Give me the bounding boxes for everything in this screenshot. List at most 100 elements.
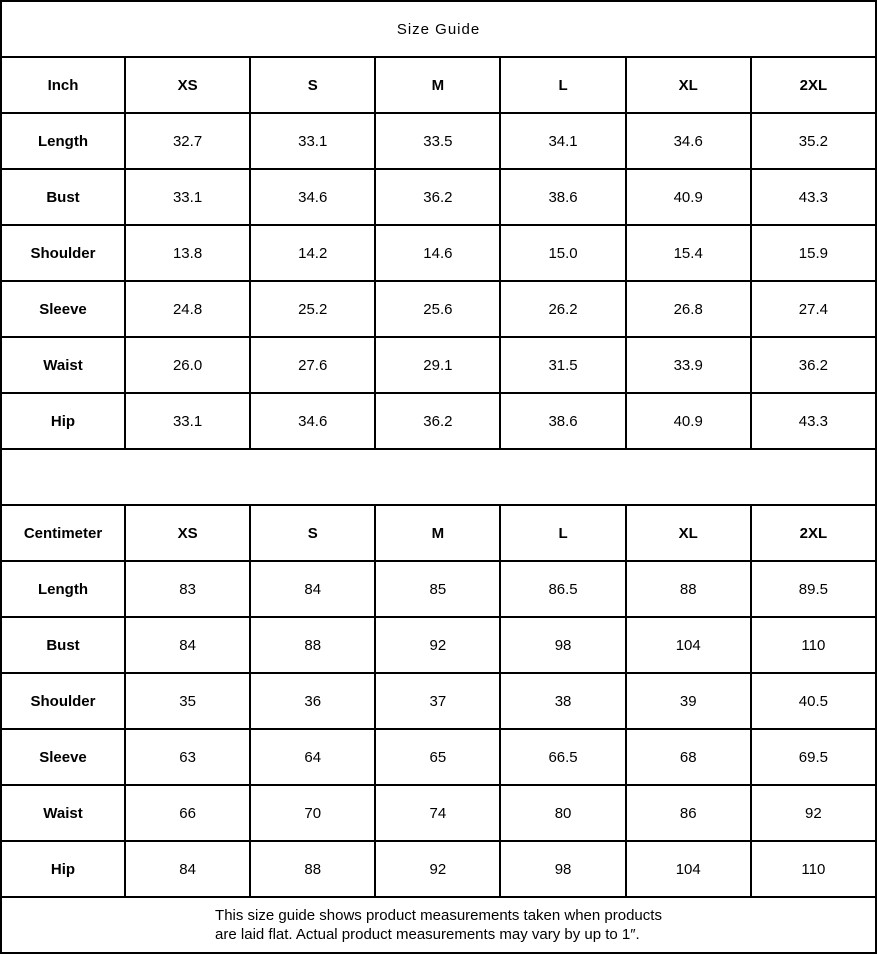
measurement-row: Hip 33.1 34.6 36.2 38.6 40.9 43.3 [0,392,877,450]
measurement-row: Bust 84 88 92 98 104 110 [0,616,877,674]
measurement-value: 38 [499,672,627,730]
measurement-value: 64 [249,728,377,786]
measurement-value: 88 [249,616,377,674]
measurement-label: Length [0,560,126,618]
measurement-value: 26.2 [499,280,627,338]
measurement-value: 38.6 [499,168,627,226]
measurement-label: Length [0,112,126,170]
measurement-value: 43.3 [749,168,877,226]
measurement-value: 26.0 [123,336,252,394]
measurement-value: 66.5 [499,728,627,786]
spacer-cell [0,448,877,506]
footer-row: This size guide shows product measuremen… [0,896,877,954]
measurement-value: 84 [249,560,377,618]
measurement-value: 27.4 [749,280,877,338]
footer-note-line-2: are laid flat. Actual product measuremen… [215,926,640,943]
footer-note-line-1: This size guide shows product measuremen… [215,907,662,924]
measurement-label: Hip [0,392,126,450]
title-row: Size Guide [0,0,877,58]
measurement-row: Waist 66 70 74 80 86 92 [0,784,877,842]
size-header-row: Inch XS S M L XL 2XL [0,56,877,114]
measurement-row: Sleeve 24.8 25.2 25.6 26.2 26.8 27.4 [0,280,877,338]
size-column-header: 2XL [749,56,877,114]
measurement-value: 34.6 [249,168,377,226]
measurement-value: 37 [374,672,502,730]
measurement-value: 31.5 [499,336,627,394]
measurement-label: Shoulder [0,672,126,730]
measurement-value: 14.2 [249,224,377,282]
measurement-value: 110 [749,840,877,898]
measurement-row: Sleeve 63 64 65 66.5 68 69.5 [0,728,877,786]
measurement-value: 86.5 [499,560,627,618]
measurement-value: 35.2 [749,112,877,170]
measurement-value: 86 [624,784,752,842]
measurement-value: 34.6 [249,392,377,450]
size-column-header: XS [123,504,252,562]
measurement-label: Sleeve [0,280,126,338]
measurement-value: 36.2 [749,336,877,394]
measurement-value: 36 [249,672,377,730]
measurement-value: 40.9 [624,392,752,450]
measurement-value: 83 [123,560,252,618]
measurement-value: 13.8 [123,224,252,282]
measurement-value: 92 [749,784,877,842]
measurement-value: 33.1 [123,168,252,226]
measurement-value: 36.2 [374,392,502,450]
measurement-row: Waist 26.0 27.6 29.1 31.5 33.9 36.2 [0,336,877,394]
measurement-value: 14.6 [374,224,502,282]
footer-note-cell: This size guide shows product measuremen… [0,896,877,954]
measurement-value: 32.7 [123,112,252,170]
measurement-row: Length 32.7 33.1 33.5 34.1 34.6 35.2 [0,112,877,170]
size-header-row: Centimeter XS S M L XL 2XL [0,504,877,562]
size-column-header: M [374,56,502,114]
measurement-value: 36.2 [374,168,502,226]
size-column-header: M [374,504,502,562]
measurement-label: Bust [0,168,126,226]
measurement-value: 25.2 [249,280,377,338]
measurement-value: 35 [123,672,252,730]
measurement-label: Waist [0,784,126,842]
measurement-value: 15.4 [624,224,752,282]
measurement-value: 40.5 [749,672,877,730]
measurement-row: Bust 33.1 34.6 36.2 38.6 40.9 43.3 [0,168,877,226]
measurement-value: 15.0 [499,224,627,282]
measurement-value: 34.6 [624,112,752,170]
size-column-header: L [499,56,627,114]
measurement-value: 29.1 [374,336,502,394]
size-column-header: XL [624,504,752,562]
size-column-header: S [249,56,377,114]
measurement-value: 74 [374,784,502,842]
measurement-value: 69.5 [749,728,877,786]
measurement-value: 104 [624,840,752,898]
measurement-value: 27.6 [249,336,377,394]
measurement-value: 85 [374,560,502,618]
measurement-value: 26.8 [624,280,752,338]
unit-label: Centimeter [0,504,126,562]
measurement-value: 24.8 [123,280,252,338]
size-column-header: 2XL [749,504,877,562]
footer-note: This size guide shows product measuremen… [215,906,662,944]
measurement-label: Shoulder [0,224,126,282]
measurement-value: 68 [624,728,752,786]
measurement-value: 40.9 [624,168,752,226]
measurement-label: Bust [0,616,126,674]
measurement-value: 33.1 [123,392,252,450]
measurement-value: 84 [123,616,252,674]
measurement-label: Waist [0,336,126,394]
measurement-value: 63 [123,728,252,786]
measurement-value: 110 [749,616,877,674]
measurement-label: Hip [0,840,126,898]
centimeter-table-body: Centimeter XS S M L XL 2XL Length 83 84 85 86.5 88 89… [0,504,877,898]
measurement-value: 33.1 [249,112,377,170]
measurement-value: 15.9 [749,224,877,282]
measurement-value: 70 [249,784,377,842]
measurement-row: Shoulder 13.8 14.2 14.6 15.0 15.4 15.9 [0,224,877,282]
measurement-value: 98 [499,616,627,674]
measurement-value: 66 [123,784,252,842]
size-column-header: L [499,504,627,562]
measurement-value: 92 [374,616,502,674]
measurement-value: 65 [374,728,502,786]
measurement-row: Length 83 84 85 86.5 88 89.5 [0,560,877,618]
unit-label: Inch [0,56,126,114]
